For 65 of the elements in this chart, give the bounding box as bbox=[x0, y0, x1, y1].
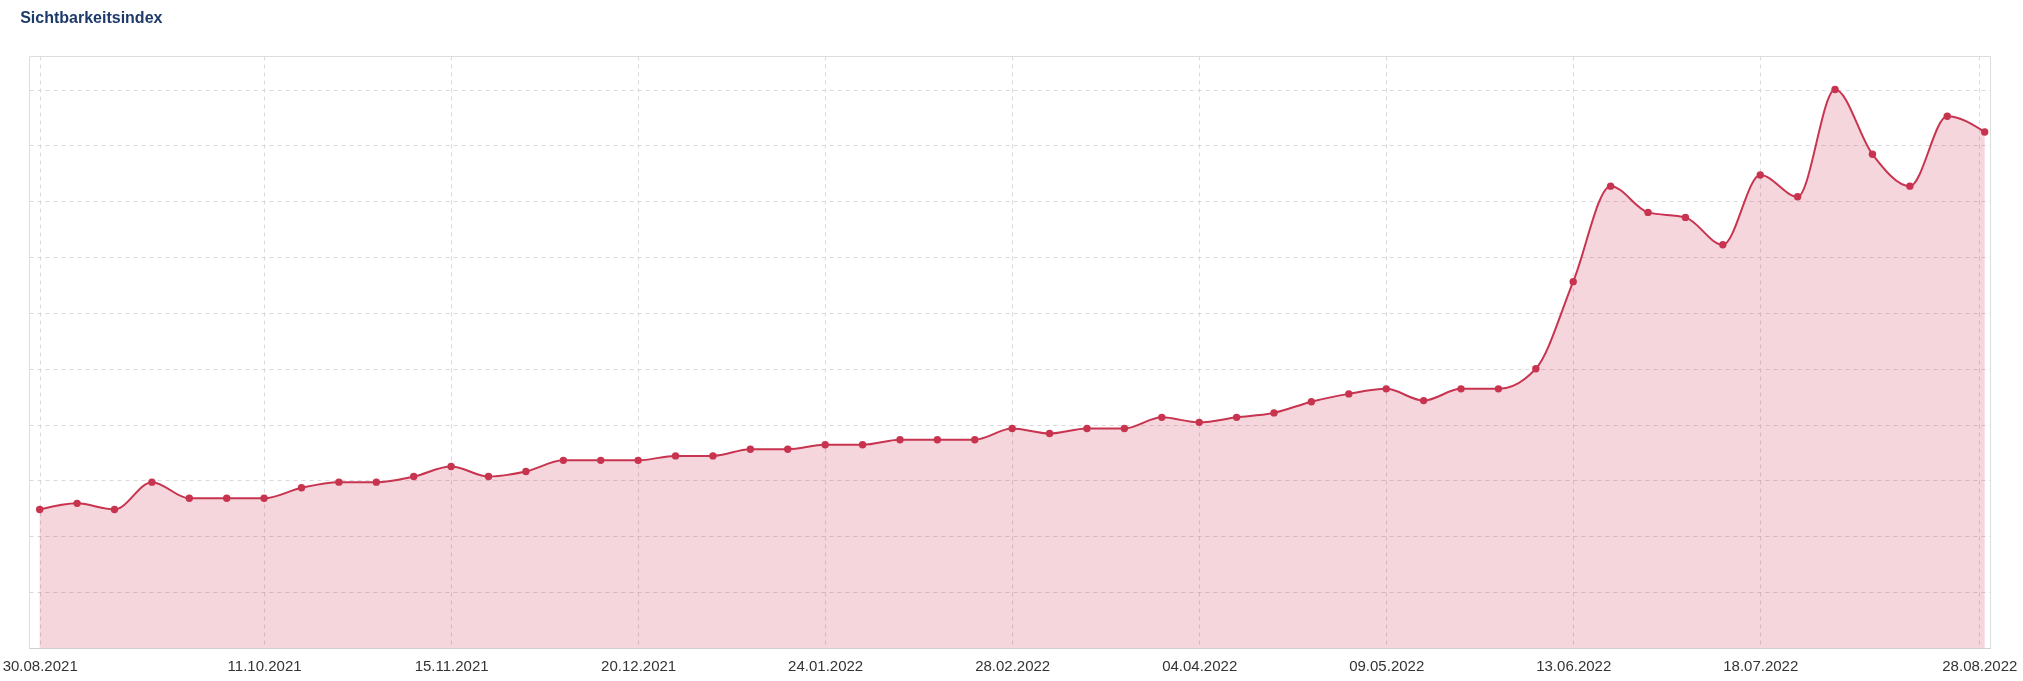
point bbox=[784, 445, 792, 453]
point bbox=[335, 478, 343, 486]
point bbox=[1831, 85, 1839, 94]
point bbox=[971, 435, 979, 444]
point bbox=[1793, 193, 1802, 201]
point bbox=[1195, 418, 1203, 427]
point bbox=[1756, 171, 1764, 179]
x-tick-label: 20.12.2021 bbox=[601, 656, 677, 674]
point bbox=[223, 494, 231, 503]
point bbox=[858, 441, 867, 449]
point bbox=[297, 484, 306, 492]
point bbox=[1457, 385, 1465, 393]
x-tick-label: 28.08.2022 bbox=[1942, 656, 2018, 674]
point bbox=[634, 456, 642, 465]
point bbox=[746, 445, 755, 453]
chart-title: Sichtbarkeitsindex bbox=[20, 9, 163, 26]
point bbox=[522, 467, 530, 476]
x-tick-label: 04.04.2022 bbox=[1162, 656, 1238, 674]
point bbox=[35, 505, 44, 514]
point bbox=[1532, 365, 1540, 373]
point bbox=[1943, 112, 1951, 121]
x-tick-label: 30.08.2021 bbox=[2, 656, 78, 674]
point bbox=[185, 494, 194, 503]
point bbox=[1980, 128, 1989, 136]
point bbox=[1382, 385, 1390, 393]
point bbox=[709, 452, 717, 460]
point bbox=[1120, 424, 1129, 433]
x-tick-label: 09.05.2022 bbox=[1349, 656, 1425, 674]
point bbox=[410, 472, 418, 481]
point bbox=[1606, 182, 1615, 190]
point bbox=[1083, 424, 1091, 433]
point bbox=[1307, 398, 1316, 406]
x-tick-label: 11.10.2021 bbox=[227, 656, 302, 674]
x-tick-label: 24.01.2022 bbox=[788, 656, 864, 674]
point bbox=[148, 478, 156, 486]
point bbox=[1345, 390, 1353, 398]
point bbox=[260, 494, 268, 503]
point bbox=[597, 456, 605, 465]
point bbox=[1158, 413, 1166, 422]
point bbox=[671, 452, 680, 460]
point bbox=[372, 478, 381, 486]
point bbox=[110, 505, 119, 514]
point bbox=[1868, 150, 1877, 158]
point bbox=[933, 435, 942, 444]
point bbox=[896, 435, 904, 444]
point bbox=[1681, 213, 1690, 222]
point bbox=[821, 441, 829, 449]
point bbox=[447, 462, 455, 471]
point bbox=[559, 456, 568, 465]
point bbox=[1008, 424, 1016, 433]
point bbox=[1569, 277, 1577, 286]
point bbox=[1719, 241, 1727, 249]
point bbox=[73, 499, 81, 508]
point bbox=[1494, 385, 1503, 393]
x-tick-label: 18.07.2022 bbox=[1723, 656, 1799, 674]
point bbox=[1419, 396, 1428, 405]
point bbox=[484, 472, 493, 481]
x-tick-label: 15.11.2021 bbox=[414, 656, 489, 674]
x-tick-label: 13.06.2022 bbox=[1536, 656, 1612, 674]
point bbox=[1906, 182, 1914, 190]
point bbox=[1232, 413, 1241, 422]
x-tick-label: 28.02.2022 bbox=[975, 656, 1051, 674]
point bbox=[1045, 429, 1054, 438]
point bbox=[1270, 409, 1278, 417]
point bbox=[1644, 208, 1652, 217]
